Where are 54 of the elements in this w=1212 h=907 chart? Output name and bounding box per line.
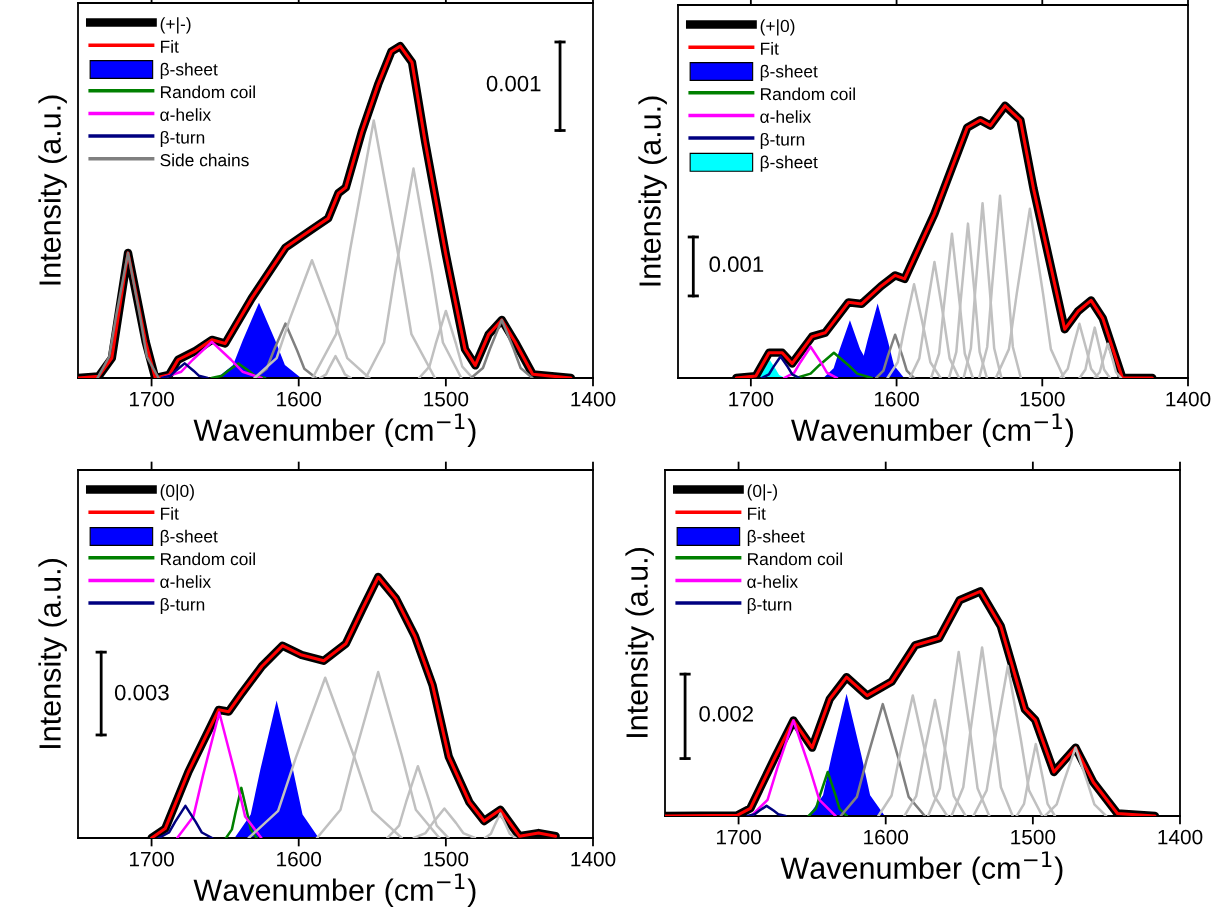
x-tick-label: 1600	[864, 829, 909, 845]
x-tick-label: 1700	[129, 851, 174, 867]
x-axis-title: Wavenumber (cm$^{−1}$)	[780, 851, 1063, 886]
x-tick-label: 1600	[277, 391, 322, 407]
x-axis-title: Wavenumber (cm$^{−1}$)	[791, 413, 1073, 448]
legend-label: (+|-)	[160, 17, 191, 34]
y-axis-title: Intensity (a.u.)	[625, 548, 654, 737]
annotation: 0.001	[709, 256, 764, 273]
x-tick-label: 1400	[1158, 829, 1203, 845]
legend-label: Fit	[748, 507, 766, 520]
y-axis-title: Intensity (a.u.)	[38, 559, 67, 748]
x-tick-label: 1700	[716, 829, 761, 845]
legend-label: Random coil	[161, 552, 255, 566]
legend-label: α-helix	[160, 575, 211, 588]
annotation: 0.003	[114, 684, 169, 701]
legend-label: β-sheet	[760, 64, 818, 81]
legend-label: α-helix	[760, 110, 811, 123]
legend-label: Random coil	[748, 552, 842, 566]
x-tick-label: 1500	[424, 851, 469, 867]
x-tick-label: 1600	[874, 391, 919, 407]
x-tick-label: 1400	[571, 391, 616, 407]
legend-label: β-turn	[160, 130, 205, 148]
annotation: 0.001	[486, 75, 541, 92]
legend-label: β-sheet	[747, 529, 805, 546]
legend-label: Random coil	[161, 85, 255, 99]
legend-label: Fit	[161, 40, 179, 53]
x-tick-label: 1700	[729, 391, 774, 407]
y-axis-title: Intensity (a.u.)	[38, 95, 67, 285]
legend-label: β-sheet	[760, 155, 818, 172]
x-axis-title: Wavenumber (cm$^{−1}$)	[193, 413, 476, 448]
legend-label: β-turn	[747, 597, 792, 615]
legend-label: (0|-)	[747, 484, 778, 501]
legend-label: β-sheet	[160, 529, 218, 546]
x-tick-label: 1500	[1011, 829, 1056, 845]
legend-label: β-sheet	[160, 62, 218, 79]
x-tick-label: 1500	[1020, 391, 1065, 407]
legend-label: Side chains	[160, 153, 249, 167]
x-axis-title: Wavenumber (cm$^{−1}$)	[193, 873, 476, 907]
legend-label: α-helix	[160, 108, 211, 121]
legend-label: Fit	[161, 507, 179, 520]
x-tick-label: 1500	[424, 391, 469, 407]
legend-label: Fit	[761, 42, 779, 55]
y-axis-title: Intensity (a.u.)	[638, 96, 667, 286]
legend-label: (+|0)	[760, 19, 795, 36]
legend-label: (0|0)	[160, 484, 194, 501]
x-tick-label: 1600	[277, 851, 322, 867]
x-tick-label: 1700	[129, 391, 174, 407]
legend-label: Random coil	[761, 87, 855, 101]
legend-label: α-helix	[747, 575, 798, 588]
legend-label: β-turn	[760, 132, 805, 150]
x-tick-label: 1400	[1166, 391, 1211, 407]
annotation: 0.002	[699, 705, 753, 722]
x-tick-label: 1400	[571, 851, 616, 867]
legend-label: β-turn	[160, 597, 205, 615]
